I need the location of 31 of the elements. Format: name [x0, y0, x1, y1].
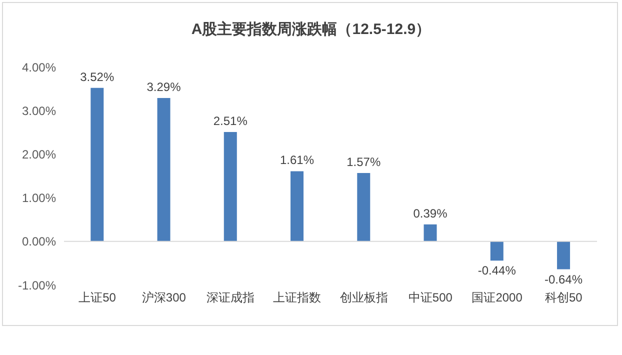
y-tick-label: 2.00% — [22, 147, 56, 162]
x-tick-label: 科创50 — [545, 290, 583, 305]
data-label: 1.57% — [346, 154, 381, 169]
y-tick-label: 4.00% — [22, 60, 56, 74]
x-tick-label: 上证50 — [78, 290, 116, 305]
x-tick-label: 深证成指 — [206, 290, 255, 305]
x-tick-label: 中证500 — [408, 290, 453, 305]
bar — [224, 132, 237, 242]
bar — [157, 98, 170, 242]
data-label: -0.44% — [478, 264, 516, 278]
y-tick-label: 3.00% — [22, 104, 56, 118]
data-label: 1.61% — [280, 153, 314, 168]
data-label: 0.39% — [413, 206, 448, 220]
x-tick-label: 国证2000 — [472, 290, 523, 305]
bar — [490, 241, 504, 261]
data-label: 3.52% — [80, 70, 114, 84]
data-label: 3.29% — [146, 80, 182, 94]
chart-title: A股主要指数周涨跌幅（12.5-12.9） — [190, 20, 432, 39]
data-label: -0.64% — [544, 272, 583, 286]
y-tick-label: -1.00% — [18, 278, 56, 292]
y-tick-label: 1.00% — [22, 191, 56, 206]
bar — [557, 241, 570, 270]
x-tick-label: 创业板指 — [340, 290, 388, 305]
bar — [290, 171, 304, 242]
bar — [90, 88, 104, 242]
bar — [357, 172, 370, 242]
bar — [424, 224, 437, 242]
x-tick-label: 上证指数 — [273, 290, 322, 305]
x-tick-label: 沪深300 — [142, 290, 186, 305]
y-tick-label: 0.00% — [22, 234, 56, 249]
data-label: 2.51% — [213, 114, 248, 128]
